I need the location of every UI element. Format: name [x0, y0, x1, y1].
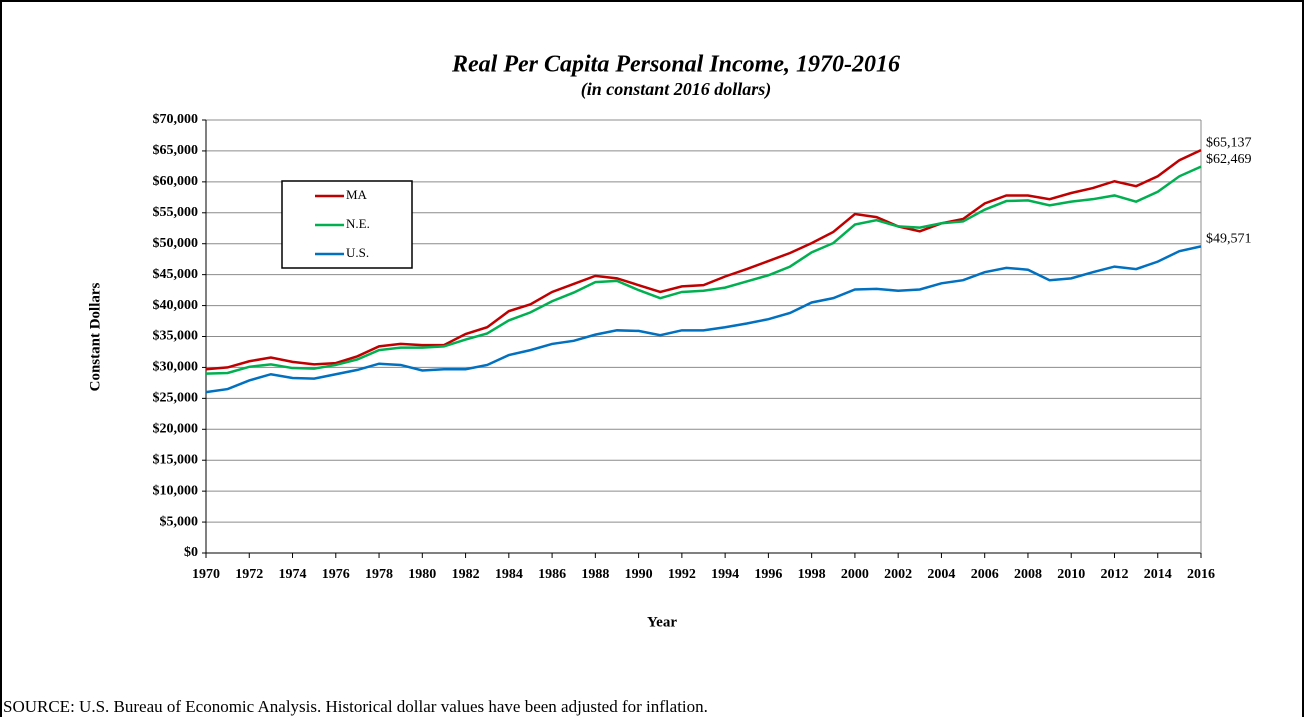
x-tick-label: 1970	[192, 567, 220, 582]
x-tick-label: 2008	[1014, 567, 1042, 582]
end-value-label: $65,137	[1206, 135, 1252, 150]
x-tick-label: 2006	[971, 567, 999, 582]
end-value-label: $62,469	[1206, 152, 1252, 167]
x-tick-label: 2004	[927, 567, 955, 582]
chart-title: Real Per Capita Personal Income, 1970-20…	[451, 52, 900, 78]
legend-label: MA	[346, 187, 368, 202]
x-tick-label: 1984	[495, 567, 523, 582]
y-tick-label: $40,000	[153, 298, 199, 313]
legend-box	[281, 180, 413, 269]
x-tick-label: 1998	[798, 567, 826, 582]
y-tick-label: $65,000	[153, 143, 199, 158]
series-line	[205, 165, 1202, 375]
y-tick-label: $10,000	[153, 483, 199, 498]
x-tick-label: 1974	[279, 567, 307, 582]
x-tick-label: 2000	[841, 567, 869, 582]
x-tick-label: 2014	[1144, 567, 1172, 582]
y-tick-label: $20,000	[153, 422, 199, 437]
y-tick-label: $5,000	[160, 514, 199, 529]
end-value-label: $49,571	[1206, 232, 1252, 247]
y-tick-label: $45,000	[153, 267, 199, 282]
x-tick-label: 1976	[322, 567, 350, 582]
y-tick-label: $30,000	[153, 360, 199, 375]
y-tick-label: $0	[184, 545, 198, 560]
y-tick-label: $15,000	[153, 452, 199, 467]
x-tick-label: 1990	[625, 567, 653, 582]
x-axis-label: Year	[647, 614, 677, 630]
x-tick-label: 1982	[452, 567, 480, 582]
series-line	[205, 245, 1202, 394]
x-tick-label: 1996	[754, 567, 782, 582]
x-tick-label: 1992	[668, 567, 696, 582]
y-tick-label: $55,000	[153, 205, 199, 220]
x-tick-label: 1972	[235, 567, 263, 582]
source-note: SOURCE: U.S. Bureau of Economic Analysis…	[3, 697, 708, 716]
x-tick-label: 1994	[711, 567, 739, 582]
x-tick-label: 2016	[1187, 567, 1215, 582]
x-tick-label: 2010	[1057, 567, 1085, 582]
y-tick-label: $25,000	[153, 391, 199, 406]
y-tick-label: $60,000	[153, 174, 199, 189]
y-tick-label: $35,000	[153, 329, 199, 344]
y-axis-label: Constant Dollars	[87, 282, 103, 391]
series-line	[205, 148, 1202, 371]
x-tick-label: 2002	[884, 567, 912, 582]
x-tick-label: 1986	[538, 567, 566, 582]
x-tick-label: 1988	[581, 567, 609, 582]
chart-subtitle: (in constant 2016 dollars)	[581, 79, 772, 100]
legend-label: U.S.	[346, 245, 369, 260]
y-tick-label: $50,000	[153, 236, 199, 251]
y-tick-label: $70,000	[153, 112, 199, 127]
x-tick-label: 2012	[1100, 567, 1128, 582]
x-tick-label: 1980	[408, 567, 436, 582]
x-tick-label: 1978	[365, 567, 393, 582]
legend-label: N.E.	[346, 216, 370, 231]
